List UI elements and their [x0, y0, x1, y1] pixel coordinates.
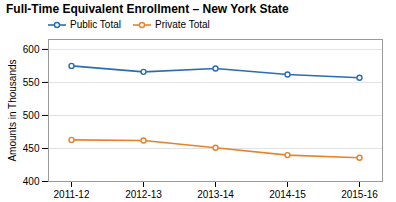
html-text:Full-Time Equivalent Enrollmen: Full-Time Equivalent Enrollment – New Yo…	[6, 2, 289, 16]
html-text:Private Total: Private Total	[155, 19, 210, 30]
svg-text:550: 550	[23, 77, 40, 88]
svg-text:2013-14: 2013-14	[197, 189, 234, 200]
svg-text:2012-13: 2012-13	[125, 189, 162, 200]
svg-text:2014-15: 2014-15	[269, 189, 306, 200]
svg-text:2015-16: 2015-16	[341, 189, 378, 200]
html-text:Public Total: Public Total	[70, 19, 121, 30]
svg-text:600: 600	[23, 44, 40, 55]
svg-text:400: 400	[23, 176, 40, 187]
svg-text:2011-12: 2011-12	[54, 189, 90, 200]
svg-text:450: 450	[23, 143, 40, 154]
svg-text:Amounts in Thousands: Amounts in Thousands	[7, 59, 18, 161]
svg-text:500: 500	[23, 110, 40, 121]
